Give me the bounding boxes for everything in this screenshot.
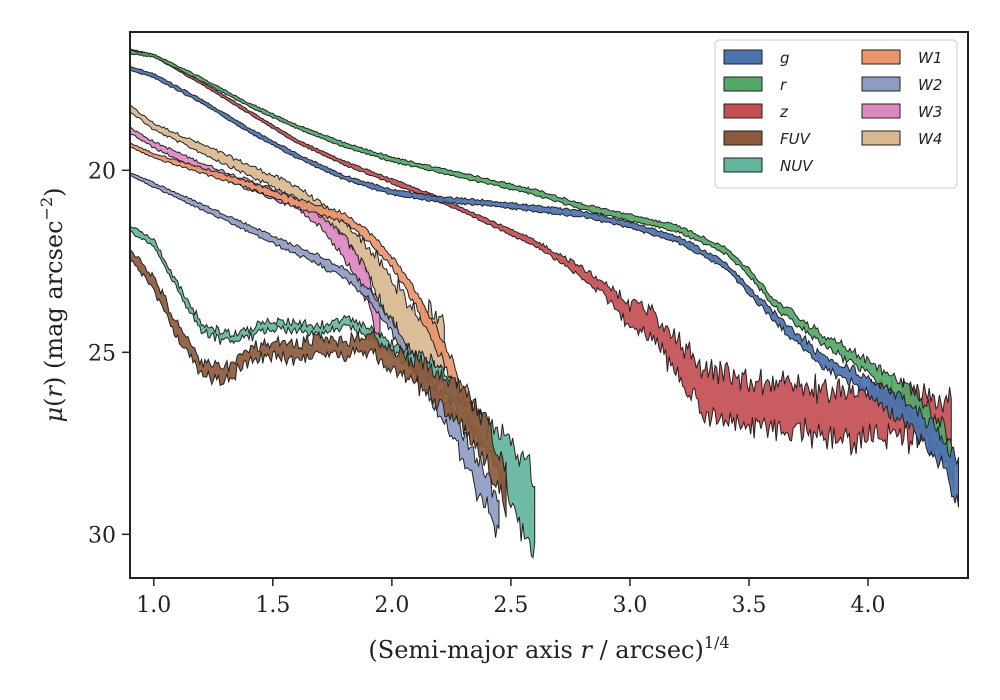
legend-label-g: g — [780, 49, 790, 67]
x-tick-label: 3.0 — [612, 593, 647, 618]
legend-swatch-w3 — [861, 103, 901, 119]
legend-label-w1: W1 — [918, 49, 942, 67]
legend: grz FUV NUV W1 W2 W3 W4 — [714, 39, 958, 189]
y-tick-label: 25 — [88, 341, 116, 366]
y-axis-label-var: r — [40, 385, 68, 398]
y-axis-label-close: ) — [40, 377, 68, 386]
series-band-g — [129, 65, 959, 508]
legend-swatch-g — [723, 49, 763, 65]
legend-swatch-nuv — [723, 157, 763, 173]
series-layer — [129, 48, 959, 559]
y-tick-label: 20 — [88, 159, 116, 184]
legend-label-w3: W3 — [918, 103, 942, 121]
y-axis-label-end: ) — [40, 187, 68, 196]
x-axis-label: (Semi-major axis r / arcsec)1/4 — [368, 633, 729, 664]
legend-label-w4: W4 — [918, 130, 942, 148]
x-axis-label-mid: / arcsec) — [592, 636, 704, 664]
y-axis-label-mu: μ — [40, 407, 68, 423]
legend-label-nuv: NUV — [780, 157, 814, 175]
legend-swatch-w1 — [861, 49, 901, 65]
x-axis-label-var: r — [580, 636, 593, 664]
legend-swatch-w4 — [861, 130, 901, 146]
plot-frame — [129, 31, 969, 579]
x-axis-label-sup: 1/4 — [704, 633, 730, 652]
series-band-w2 — [129, 171, 500, 538]
x-tick-label: 2.5 — [493, 593, 528, 618]
legend-label-fuv: FUV — [780, 130, 812, 148]
ticks-layer: 1.0 1.5 2.0 2.5 3.0 3.5 4.0 20 25 30 — [88, 159, 886, 618]
x-tick-label: 2.0 — [374, 593, 409, 618]
series-band-fuv — [129, 248, 507, 518]
series-band-nuv — [129, 224, 536, 559]
legend-swatch-fuv — [723, 130, 763, 146]
y-axis-label: μ(r) (mag arcsec−2) — [37, 187, 68, 422]
x-tick-label: 1.5 — [255, 593, 290, 618]
x-axis-label-pre: (Semi-major axis — [368, 636, 580, 664]
x-tick-label: 4.0 — [851, 593, 886, 618]
y-tick-label: 30 — [88, 523, 116, 548]
legend-label-z: z — [779, 103, 789, 121]
y-axis-label-open: ( — [40, 398, 68, 407]
x-tick-label: 1.0 — [136, 593, 171, 618]
legend-swatch-z — [723, 103, 763, 119]
x-tick-label: 3.5 — [731, 593, 766, 618]
legend-swatch-r — [723, 76, 763, 92]
y-axis-label-sup: −2 — [37, 197, 56, 221]
y-axis-label-unit: (mag arcsec — [40, 220, 68, 376]
legend-label-w2: W2 — [918, 76, 942, 94]
legend-swatch-w2 — [861, 76, 901, 92]
legend-label-r: r — [780, 76, 787, 94]
